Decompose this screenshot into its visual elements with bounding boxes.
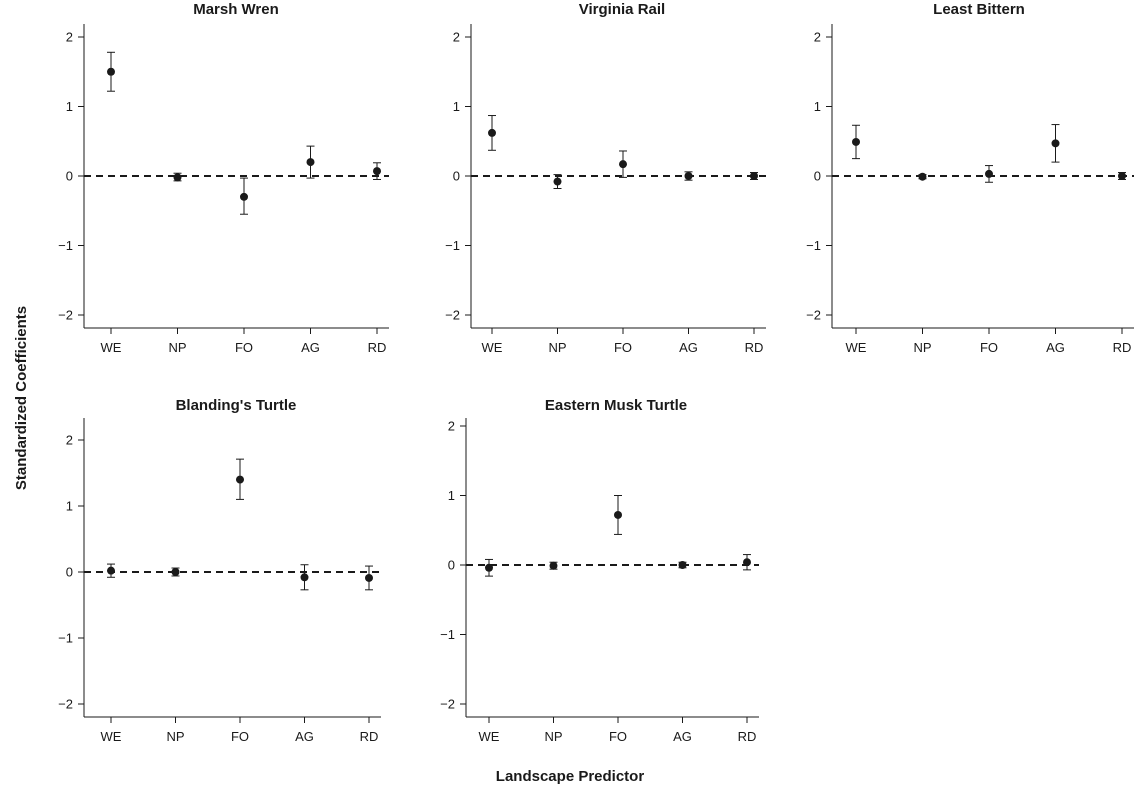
data-point	[107, 566, 115, 575]
data-point	[107, 67, 115, 76]
data-point	[171, 568, 180, 576]
y-tick-label: 1	[453, 99, 460, 114]
x-tick-label: RD	[745, 340, 764, 355]
panel-title: Least Bittern	[933, 1, 1025, 18]
y-tick-label: −2	[440, 697, 455, 712]
y-tick-label: 2	[453, 30, 460, 45]
x-tick-label: FO	[235, 340, 253, 355]
y-tick-label: 2	[448, 419, 455, 434]
y-tick-label: −1	[58, 631, 73, 646]
y-tick-label: 0	[453, 169, 460, 184]
data-point	[743, 558, 751, 567]
y-tick-label: 2	[66, 433, 73, 448]
x-tick-label: WE	[101, 340, 122, 355]
data-point	[918, 172, 927, 181]
y-tick-label: 0	[66, 565, 73, 580]
data-point	[236, 475, 244, 484]
panel-marsh-wren: Marsh Wren −2 −1 0 1 2 WE NP FO AG RD	[58, 1, 389, 355]
data-point	[678, 561, 687, 569]
y-tick-label: 0	[814, 169, 821, 184]
data-point	[485, 563, 493, 572]
x-tick-label: WE	[482, 340, 503, 355]
y-tick-label: −2	[445, 308, 460, 323]
data-point	[300, 573, 309, 582]
data-point	[549, 561, 558, 570]
panel-title: Marsh Wren	[193, 1, 279, 18]
data-point	[240, 192, 248, 201]
y-tick-label: −1	[440, 627, 455, 642]
y-tick-label: −2	[58, 697, 73, 712]
data-point	[1051, 139, 1060, 148]
data-point	[619, 160, 627, 169]
y-tick-label: 2	[66, 30, 73, 45]
y-tick-label: −2	[58, 308, 73, 323]
y-tick-label: 0	[66, 169, 73, 184]
y-tick-label: 1	[814, 99, 821, 114]
y-tick-label: 0	[448, 558, 455, 573]
x-tick-label: WE	[846, 340, 867, 355]
panel-title: Blanding's Turtle	[176, 397, 297, 414]
x-tick-label: NP	[544, 729, 562, 744]
x-tick-label: FO	[980, 340, 998, 355]
x-tick-label: RD	[1113, 340, 1132, 355]
y-axis-label: Standardized Coefficients	[13, 306, 30, 490]
panel-title: Virginia Rail	[579, 1, 665, 18]
x-tick-label: RD	[360, 729, 379, 744]
panel-eastern-musk-turtle: Eastern Musk Turtle −2 −1 0 1 2 WE NP FO AG RD	[440, 397, 759, 744]
x-tick-label: WE	[479, 729, 500, 744]
y-tick-label: −2	[806, 308, 821, 323]
data-point	[306, 158, 315, 167]
x-axis-label: Landscape Predictor	[496, 768, 645, 785]
data-point	[1118, 172, 1126, 180]
x-tick-label: WE	[101, 729, 122, 744]
y-tick-label: −1	[58, 238, 73, 253]
x-tick-label: FO	[609, 729, 627, 744]
data-point	[173, 173, 182, 182]
x-tick-label: AG	[673, 729, 692, 744]
x-tick-label: NP	[913, 340, 931, 355]
y-tick-label: 1	[448, 488, 455, 503]
x-tick-label: AG	[679, 340, 698, 355]
x-tick-label: FO	[614, 340, 632, 355]
x-tick-label: NP	[168, 340, 186, 355]
panel-least-bittern: Least Bittern −2 −1 0 1 2 WE NP FO AG RD	[806, 1, 1134, 355]
data-point	[553, 177, 562, 186]
data-point	[750, 172, 758, 180]
panel-blanding-s-turtle: Blanding's Turtle −2 −1 0 1 2 WE NP FO AG RD	[58, 397, 381, 744]
x-tick-label: AG	[301, 340, 320, 355]
x-tick-label: AG	[1046, 340, 1065, 355]
x-tick-label: AG	[295, 729, 314, 744]
data-point	[852, 137, 860, 146]
y-tick-label: −1	[806, 238, 821, 253]
data-point	[373, 167, 381, 176]
data-point	[488, 128, 496, 137]
panel-virginia-rail: Virginia Rail −2 −1 0 1 2 WE NP FO AG RD	[445, 1, 766, 355]
y-tick-label: −1	[445, 238, 460, 253]
y-tick-label: 1	[66, 499, 73, 514]
data-point	[985, 169, 993, 178]
y-tick-label: 1	[66, 99, 73, 114]
data-point	[684, 172, 693, 180]
panel-title: Eastern Musk Turtle	[545, 397, 687, 414]
x-tick-label: NP	[548, 340, 566, 355]
y-tick-label: 2	[814, 30, 821, 45]
data-point	[365, 573, 373, 582]
x-tick-label: RD	[368, 340, 387, 355]
x-tick-label: RD	[738, 729, 757, 744]
x-tick-label: NP	[166, 729, 184, 744]
x-tick-label: FO	[231, 729, 249, 744]
data-point	[614, 510, 622, 519]
